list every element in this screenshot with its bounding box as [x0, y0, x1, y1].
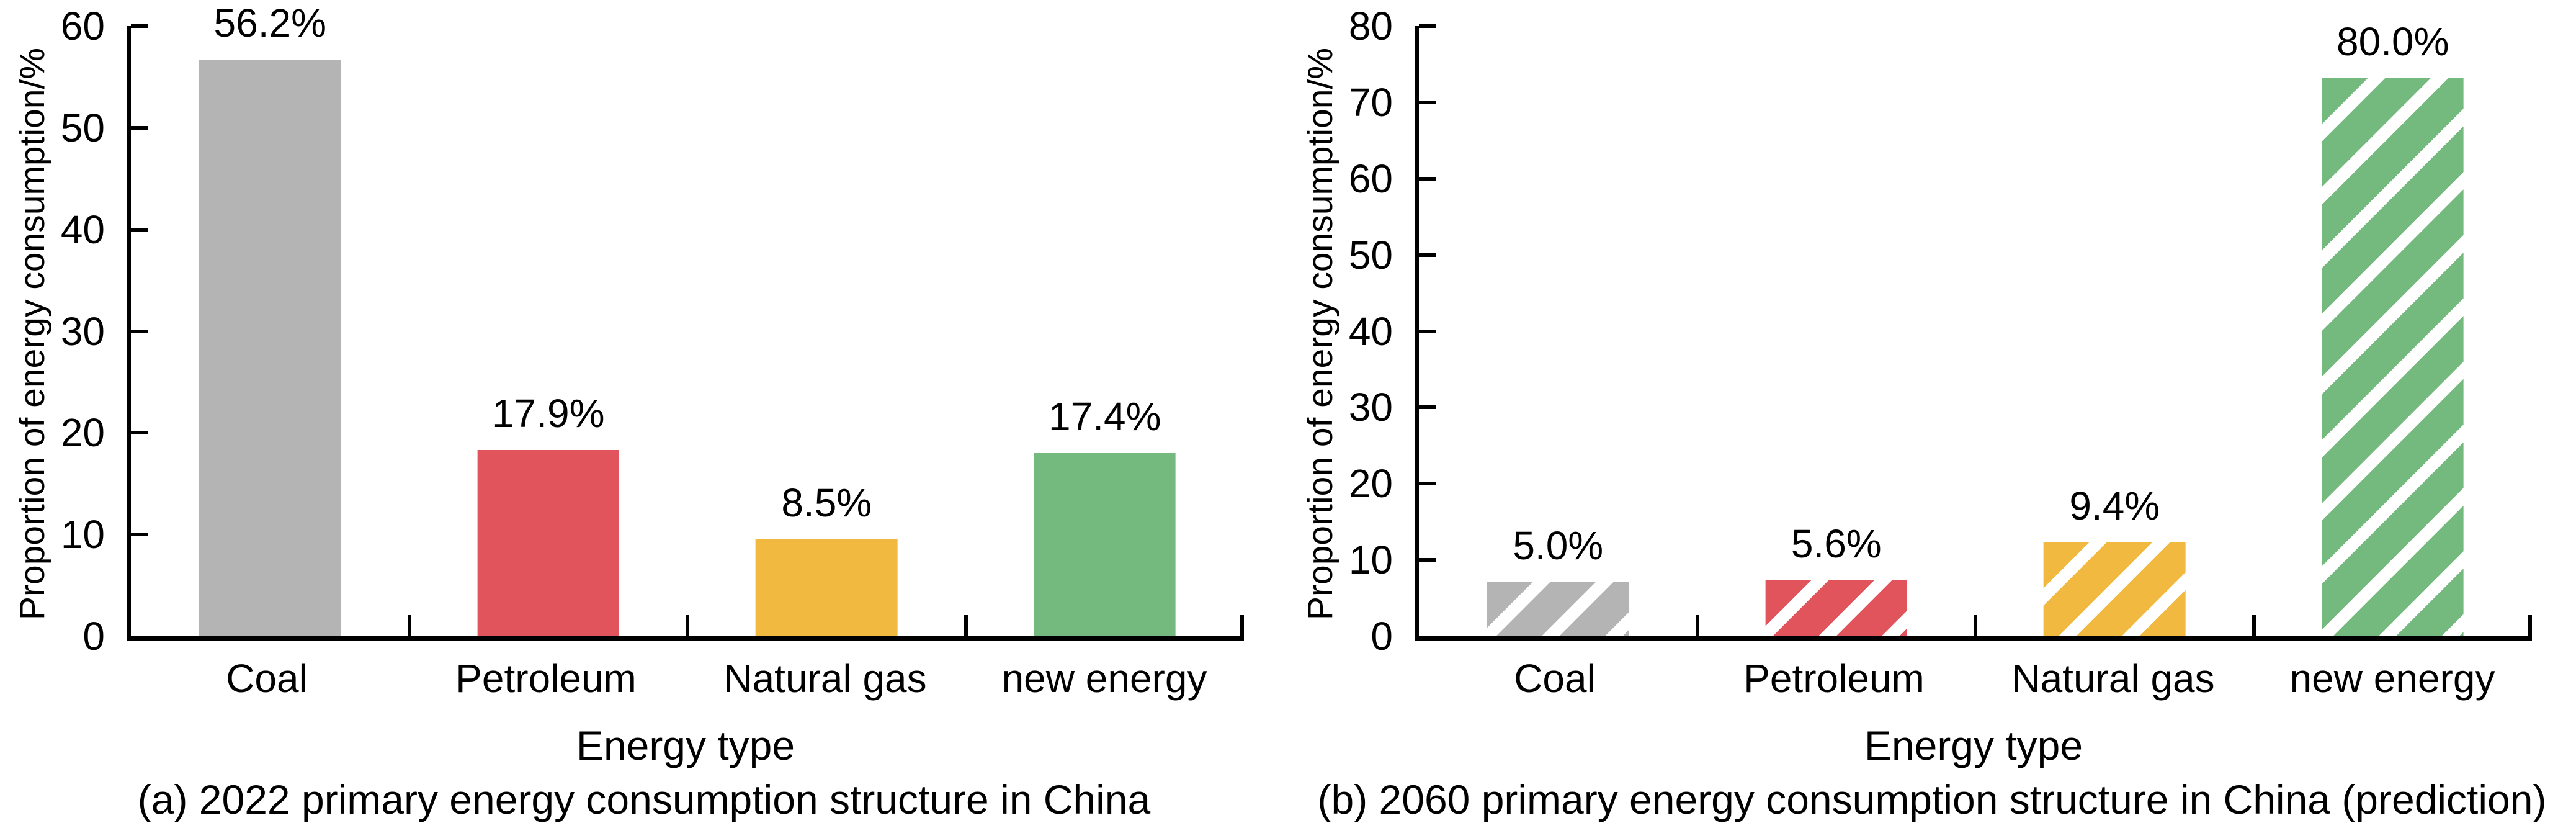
chart-caption: (a) 2022 primary energy consumption stru… — [137, 776, 1151, 822]
category-labels: Coal Petroleum Natural gas new energy — [1415, 657, 2532, 700]
bar-coal — [1487, 582, 1629, 636]
category-label-petroleum: Petroleum — [1743, 656, 1925, 701]
bar-slot: 9.4% — [1975, 26, 2254, 636]
y-axis: 0 10 20 30 40 50 60 — [61, 6, 1244, 656]
bar-value-label: 8.5% — [781, 480, 872, 526]
x-tick-mark — [964, 615, 968, 636]
y-tick-mark — [131, 533, 148, 537]
chart-b-2060-prediction: Proportion of energy consumption/% 0 10 20… — [1288, 0, 2576, 828]
chart-caption: (b) 2060 primary energy consumption stru… — [1317, 776, 2547, 822]
y-tick-mark — [131, 125, 148, 130]
x-tick-mark — [1974, 615, 1977, 636]
bar-slot: 8.5% — [687, 26, 966, 636]
bar-natural-gas — [2043, 542, 2186, 636]
y-tick-label: 30 — [1348, 385, 1393, 430]
x-axis-title: Energy type — [1864, 722, 2083, 768]
x-axis-ticks — [131, 26, 1244, 636]
chart-a-2022: Proportion of energy consumption/% 0 10 20… — [12, 2, 1245, 822]
category-label-natural-gas: Natural gas — [2011, 656, 2215, 701]
y-tick-label: 50 — [60, 105, 105, 150]
bar-slot: 5.0% — [1419, 26, 1697, 636]
bar-coal — [199, 60, 341, 636]
y-tick-label: 10 — [1348, 538, 1393, 583]
y-tick-mark — [1419, 329, 1436, 333]
x-tick-mark — [2252, 615, 2256, 636]
bar-petroleum — [1765, 580, 1908, 636]
category-label-coal: Coal — [1514, 656, 1596, 701]
x-axis-title: Energy type — [576, 722, 795, 768]
bar-slot: 80.0% — [2254, 21, 2533, 636]
y-tick-mark — [1419, 24, 1436, 28]
y-tick-label: 60 — [1348, 156, 1393, 201]
y-tick-label: 0 — [1371, 614, 1393, 659]
y-tick-label: 40 — [1348, 308, 1393, 354]
x-tick-mark — [2528, 615, 2532, 636]
category-label-coal: Coal — [226, 656, 308, 701]
bar-value-label: 9.4% — [2069, 483, 2160, 528]
y-tick-mark — [131, 329, 148, 333]
bar-petroleum — [477, 450, 620, 636]
bars: 5.0% 5.6% 9.4% 80.0% — [1419, 21, 2533, 636]
plot-area: 0 10 20 30 40 50 60 70 80 5.0% 5.6% 9.4% 80.0% — [1349, 6, 2533, 656]
category-labels: Coal Petroleum Natural gas new energy — [127, 657, 1244, 700]
y-tick-label: 0 — [83, 614, 105, 659]
y-tick-label: 80 — [1348, 4, 1393, 48]
category-label-new-energy: new energy — [2289, 656, 2495, 701]
bar-value-label: 17.4% — [1049, 394, 1161, 439]
y-tick-label: 40 — [60, 207, 105, 252]
bar-value-label: 80.0% — [2337, 19, 2449, 64]
y-tick-mark — [1419, 558, 1436, 562]
y-tick-mark — [1419, 253, 1436, 257]
y-tick-mark — [131, 24, 148, 28]
bar-natural-gas — [755, 539, 898, 636]
plot-area: 0 10 20 30 40 50 60 56.2% 17.9% 8.5% 17.4% — [61, 2, 1245, 656]
y-tick-mark — [1419, 176, 1436, 181]
x-tick-mark — [1695, 615, 1699, 636]
y-tick-label: 50 — [1348, 232, 1393, 277]
bar-new-energy — [2322, 78, 2464, 636]
bars: 56.2% 17.9% 8.5% 17.4% — [131, 2, 1245, 636]
bar-slot: 5.6% — [1697, 26, 1976, 636]
y-tick-label: 60 — [60, 4, 105, 48]
category-label-new-energy: new energy — [1001, 656, 1207, 701]
category-label-petroleum: Petroleum — [455, 656, 637, 701]
y-axis: 0 10 20 30 40 50 60 70 80 — [1349, 6, 2532, 656]
y-tick-label: 70 — [1348, 79, 1393, 125]
x-axis-ticks — [1419, 26, 2532, 636]
bar-value-label: 5.6% — [1791, 521, 1882, 567]
x-tick-mark — [407, 615, 411, 636]
category-label-natural-gas: Natural gas — [723, 656, 927, 701]
bar-new-energy — [1034, 453, 1176, 636]
x-tick-mark — [1240, 615, 1244, 636]
y-tick-mark — [131, 227, 148, 232]
bar-slot: 17.4% — [966, 26, 1245, 636]
y-tick-label: 20 — [1348, 461, 1393, 506]
bar-value-label: 56.2% — [213, 1, 326, 46]
y-tick-mark — [1419, 100, 1436, 104]
bar-slot: 56.2% — [131, 2, 409, 636]
bar-slot: 17.9% — [409, 26, 688, 636]
y-tick-mark — [1419, 482, 1436, 486]
y-tick-mark — [131, 431, 148, 435]
y-tick-mark — [1419, 405, 1436, 410]
y-tick-label: 20 — [60, 410, 105, 456]
y-tick-label: 10 — [60, 512, 105, 557]
bar-value-label: 17.9% — [492, 391, 605, 436]
bar-value-label: 5.0% — [1513, 523, 1604, 568]
y-tick-label: 30 — [60, 308, 105, 354]
x-tick-mark — [686, 615, 689, 636]
